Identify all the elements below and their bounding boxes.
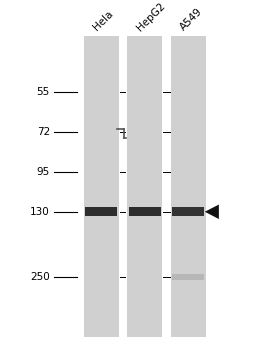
FancyBboxPatch shape <box>85 207 117 216</box>
Polygon shape <box>205 205 219 219</box>
FancyBboxPatch shape <box>171 36 206 337</box>
FancyBboxPatch shape <box>84 36 119 337</box>
Text: 95: 95 <box>37 167 50 177</box>
Text: 250: 250 <box>30 272 50 282</box>
Text: 130: 130 <box>30 207 50 217</box>
Text: Hela: Hela <box>91 9 115 33</box>
Text: 55: 55 <box>37 87 50 97</box>
FancyBboxPatch shape <box>172 207 204 216</box>
FancyBboxPatch shape <box>172 274 204 280</box>
FancyBboxPatch shape <box>127 36 162 337</box>
Text: 72: 72 <box>37 127 50 137</box>
FancyBboxPatch shape <box>129 207 161 216</box>
Text: A549: A549 <box>178 7 205 33</box>
Text: HepG2: HepG2 <box>135 0 167 33</box>
